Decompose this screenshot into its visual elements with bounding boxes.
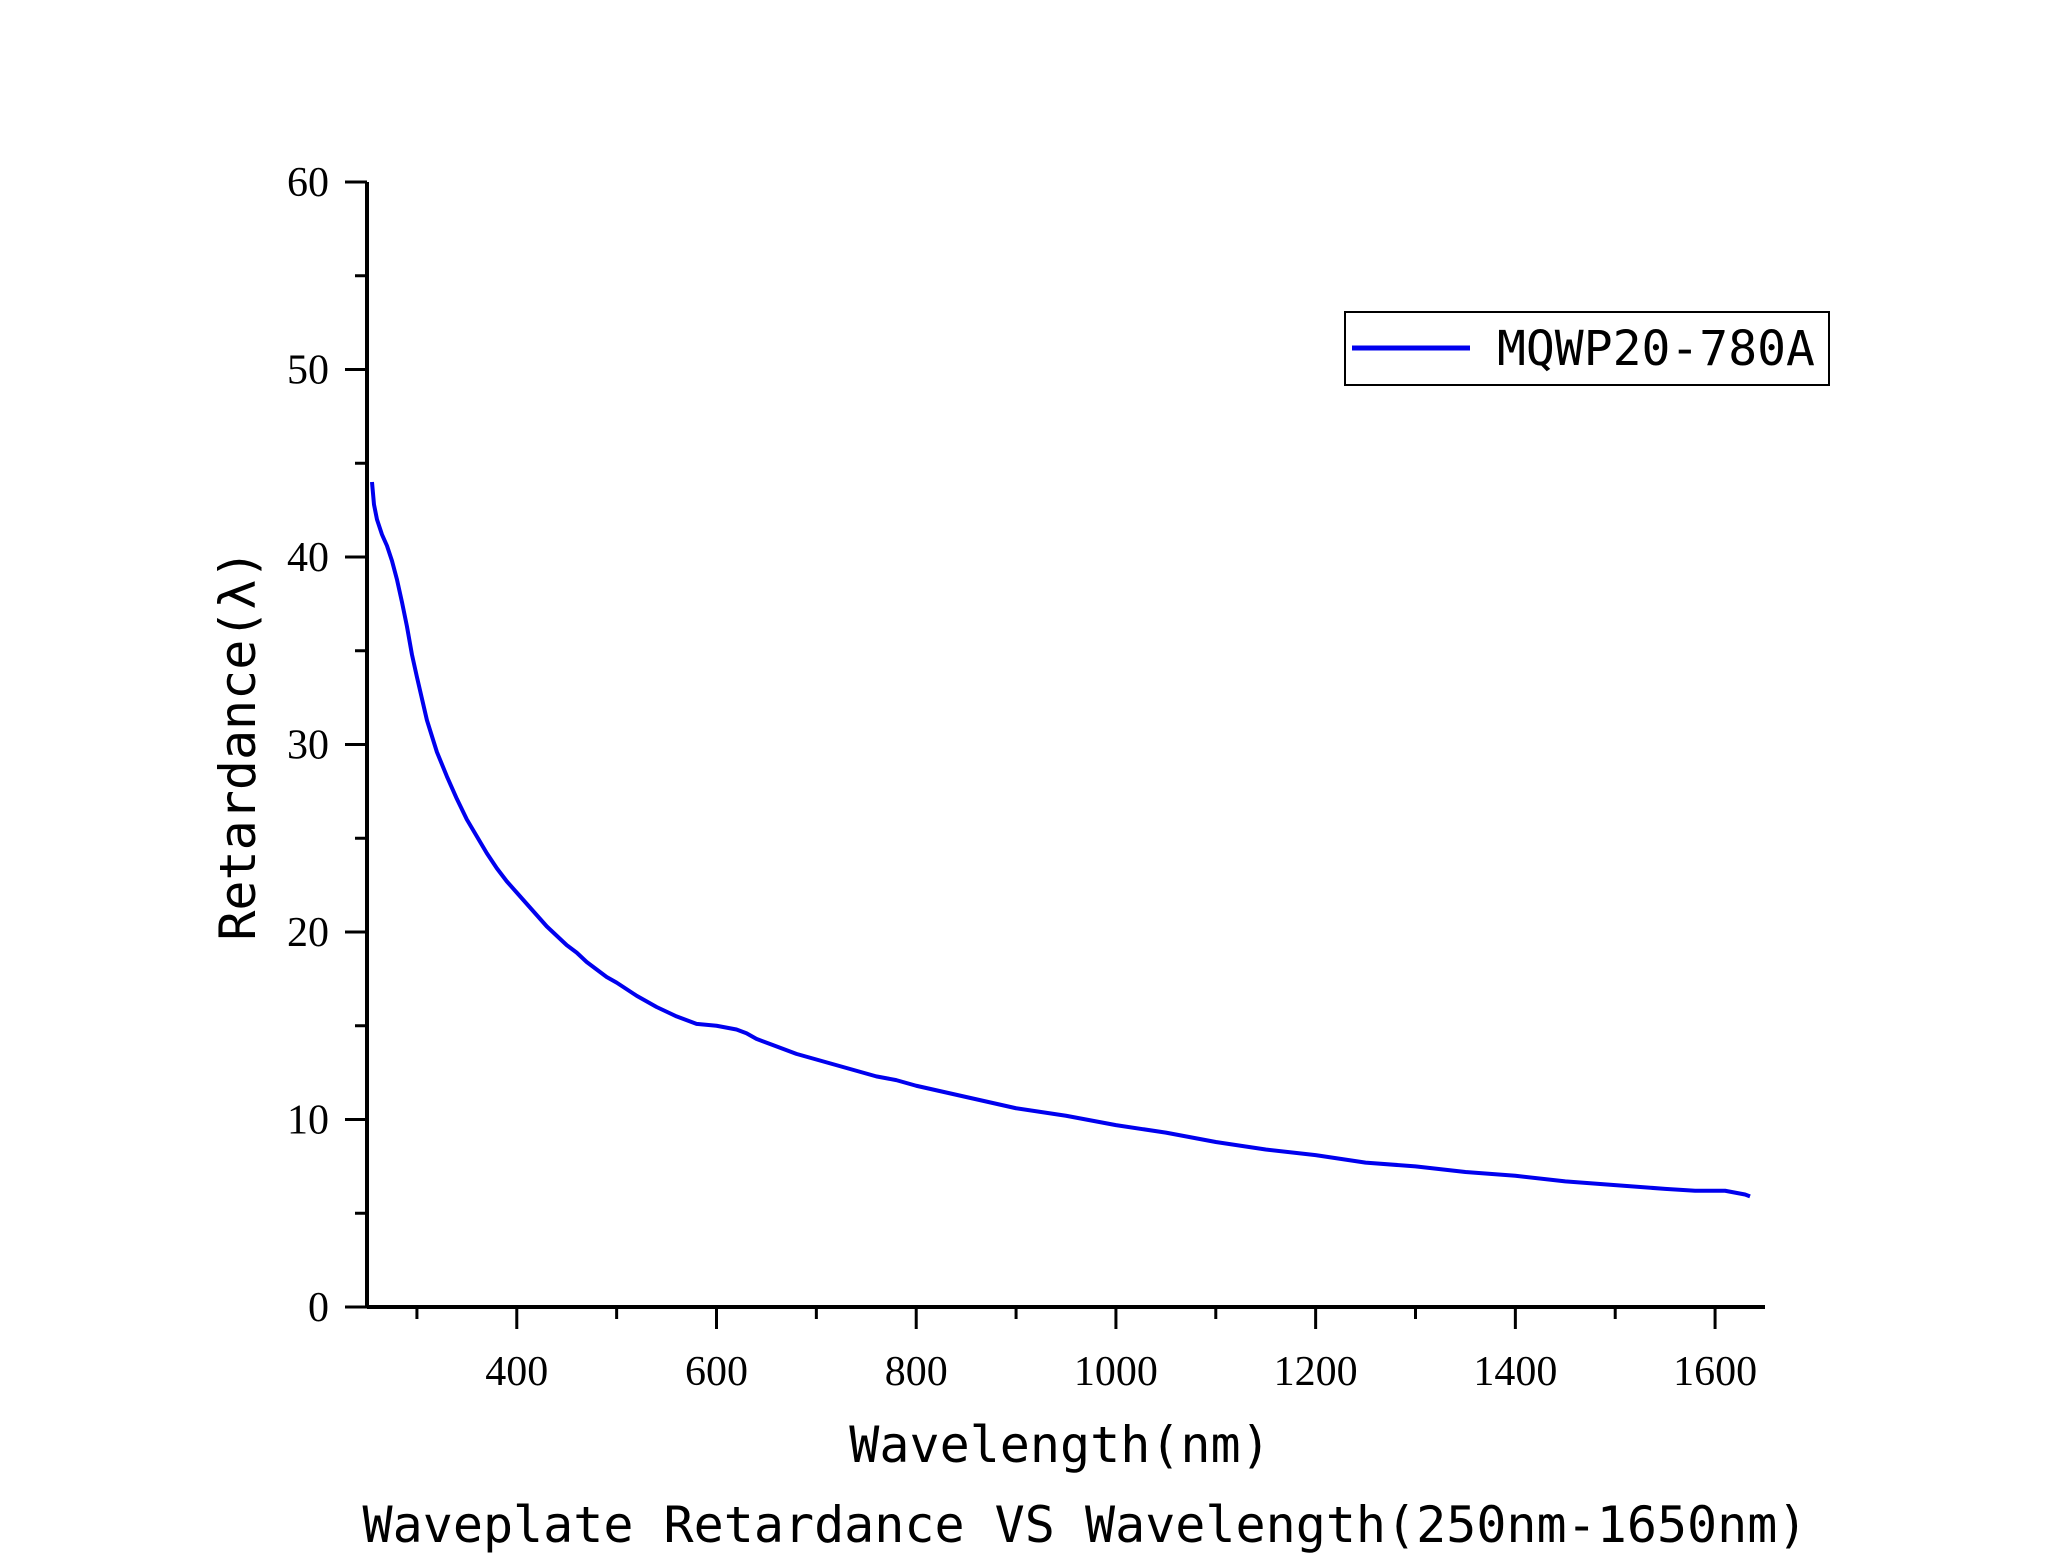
x-ticks: [415, 1307, 1717, 1329]
x-tick-label: 1400: [1473, 1349, 1557, 1395]
x-tick-label: 600: [685, 1349, 748, 1395]
y-tick-labels: 0 10 20 30 40 50 60: [287, 160, 329, 1331]
x-tick-label: 1200: [1274, 1349, 1358, 1395]
x-tick-label: 1000: [1074, 1349, 1158, 1395]
legend-label: MQWP20-780A: [1497, 321, 1815, 377]
x-tick-label: 1600: [1673, 1349, 1757, 1395]
x-axis-title: Wavelength(nm): [849, 1416, 1270, 1474]
x-tick-label: 400: [485, 1349, 548, 1395]
y-tick-label: 10: [287, 1098, 329, 1144]
y-tick-label: 20: [287, 910, 329, 956]
x-tick-label: 800: [885, 1349, 948, 1395]
y-tick-label: 40: [287, 535, 329, 581]
series-lines: [369, 481, 1751, 1199]
y-tick-label: 30: [287, 723, 329, 769]
y-tick-label: 60: [287, 160, 329, 206]
y-ticks: [345, 180, 367, 1309]
y-tick-label: 0: [308, 1285, 329, 1331]
chart-title: Waveplate Retardance VS Wavelength(250nm…: [363, 1496, 1808, 1554]
x-tick-labels: 400 600 800 1000 1200 1400 1600: [485, 1349, 1757, 1395]
series-line-mqwp20-780a: [369, 481, 1751, 1199]
y-axis-title: Retardance(λ): [209, 549, 267, 940]
legend: MQWP20-780A: [1344, 311, 1830, 386]
y-tick-label: 50: [287, 348, 329, 394]
